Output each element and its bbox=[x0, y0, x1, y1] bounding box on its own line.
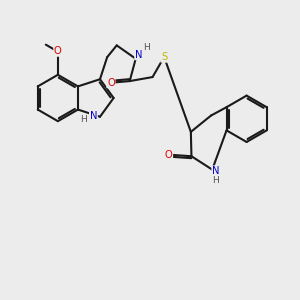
Text: H: H bbox=[144, 43, 150, 52]
Text: N: N bbox=[212, 166, 220, 176]
Text: N: N bbox=[135, 50, 142, 59]
Text: O: O bbox=[54, 46, 62, 56]
Text: S: S bbox=[161, 52, 167, 62]
Text: O: O bbox=[165, 150, 172, 160]
Text: H: H bbox=[212, 176, 219, 185]
Text: N: N bbox=[90, 111, 97, 121]
Text: O: O bbox=[107, 78, 115, 88]
Text: H: H bbox=[80, 115, 87, 124]
